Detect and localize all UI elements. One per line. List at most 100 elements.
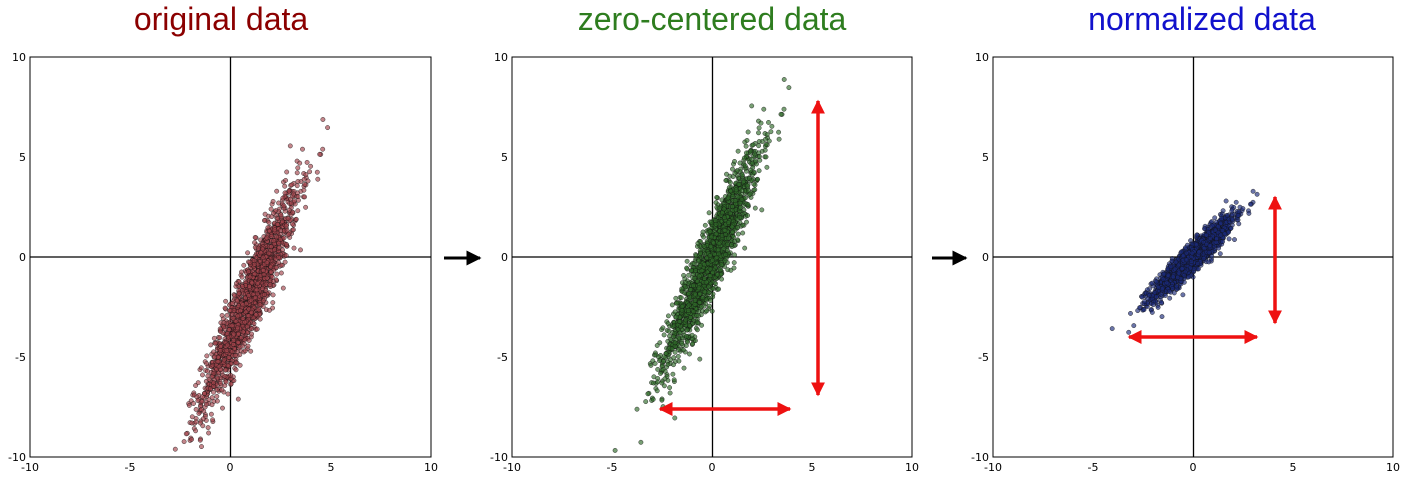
scatter-point bbox=[214, 387, 220, 392]
scatter-point bbox=[716, 241, 722, 247]
scatter-point bbox=[1171, 290, 1177, 296]
scatter-point bbox=[223, 367, 228, 373]
scatter-point bbox=[283, 253, 289, 258]
scatter-point bbox=[193, 419, 199, 425]
scatter-point bbox=[691, 309, 697, 315]
scatter-point bbox=[191, 401, 196, 406]
scatter-point bbox=[710, 291, 716, 297]
scatter-point bbox=[660, 367, 666, 372]
scatter-point bbox=[781, 106, 787, 112]
scatter-point bbox=[729, 242, 734, 248]
scatter-point bbox=[230, 300, 236, 306]
scatter-point bbox=[1150, 302, 1156, 308]
scatter-point bbox=[719, 276, 724, 282]
scatter-point bbox=[225, 391, 231, 397]
scatter-point bbox=[1224, 213, 1230, 218]
scatter-point bbox=[727, 210, 733, 216]
scatter-point bbox=[685, 339, 690, 345]
scatter-point bbox=[1229, 208, 1235, 214]
scatter-point bbox=[683, 280, 688, 285]
scatter-point bbox=[287, 143, 293, 149]
scatter-point bbox=[1218, 232, 1224, 238]
scatter-point bbox=[242, 348, 248, 354]
scatter-point bbox=[291, 198, 297, 204]
scatter-point bbox=[655, 366, 661, 372]
scatter-point bbox=[645, 391, 651, 397]
scatter-point bbox=[1195, 261, 1201, 266]
scatter-point bbox=[697, 299, 702, 305]
scatter-point bbox=[691, 260, 697, 266]
scatter-point bbox=[300, 146, 305, 152]
scatter-point bbox=[669, 302, 675, 308]
scatter-point bbox=[723, 231, 728, 237]
scatter-point bbox=[735, 148, 741, 154]
scatter-point bbox=[271, 210, 276, 216]
scatter-point bbox=[703, 279, 709, 285]
scatter-point bbox=[1248, 201, 1253, 207]
scatter-point bbox=[719, 210, 725, 216]
scatter-point bbox=[677, 319, 682, 324]
scatter-point bbox=[298, 247, 303, 253]
scatter-point bbox=[295, 194, 301, 199]
scatter-point bbox=[189, 420, 195, 426]
scatter-point bbox=[722, 258, 728, 264]
scatter-point bbox=[229, 349, 235, 355]
scatter-point bbox=[665, 361, 671, 367]
scatter-point bbox=[286, 231, 292, 237]
scatter-point bbox=[200, 372, 205, 378]
scatter-point bbox=[679, 340, 685, 346]
scatter-point bbox=[294, 170, 300, 176]
scatter-point bbox=[1170, 274, 1176, 280]
scatter-point bbox=[230, 341, 236, 347]
y-tick-label: 5 bbox=[501, 151, 508, 164]
scatter-point bbox=[684, 265, 689, 271]
scatter-point bbox=[1183, 245, 1188, 251]
scatter-point bbox=[662, 383, 667, 389]
scatter-point bbox=[280, 285, 286, 291]
scatter-point bbox=[758, 120, 764, 126]
scatter-point bbox=[737, 214, 743, 220]
scatter-point bbox=[1161, 271, 1167, 277]
scatter-point bbox=[234, 298, 240, 304]
scatter-point bbox=[283, 177, 288, 183]
scatter-point bbox=[197, 437, 203, 443]
scatter-point bbox=[260, 255, 266, 261]
scatter-point bbox=[238, 335, 244, 341]
scatter-point bbox=[302, 181, 308, 187]
scatter-point bbox=[279, 218, 285, 224]
scatter-point bbox=[246, 306, 252, 312]
scatter-point bbox=[266, 220, 272, 226]
scatter-point bbox=[661, 332, 667, 338]
scatter-points-original bbox=[172, 117, 330, 452]
scatter-point bbox=[208, 411, 214, 417]
scatter-point bbox=[1179, 266, 1185, 271]
scatter-point bbox=[1184, 257, 1190, 263]
scatter-point bbox=[1173, 259, 1179, 265]
chart-title-normalized: normalized data bbox=[1088, 1, 1316, 37]
scatter-point bbox=[264, 260, 270, 265]
scatter-point bbox=[249, 326, 255, 331]
scatter-point bbox=[198, 365, 204, 371]
scatter-point bbox=[749, 103, 755, 109]
scatter-point bbox=[689, 267, 694, 273]
scatter-point bbox=[722, 227, 728, 233]
scatter-point bbox=[1207, 243, 1213, 249]
scatter-point bbox=[1207, 235, 1213, 241]
scatter-point bbox=[685, 308, 691, 313]
x-tick-label: 5 bbox=[809, 461, 816, 474]
scatter-point bbox=[732, 170, 738, 176]
scatter-point bbox=[206, 376, 212, 382]
scatter-point bbox=[745, 183, 750, 189]
scatter-point bbox=[684, 333, 689, 339]
scatter-point bbox=[700, 229, 706, 235]
y-tick-label: 0 bbox=[501, 251, 508, 264]
y-tick-label: 0 bbox=[982, 251, 989, 264]
scatter-point bbox=[764, 132, 770, 138]
scatter-point bbox=[715, 272, 720, 278]
scatter-point bbox=[654, 343, 660, 348]
scatter-point bbox=[228, 381, 234, 387]
panel-zero-centered: zero-centered data -10 -5 0 5 10 10 5 0 … bbox=[490, 1, 919, 474]
x-tick-label: 5 bbox=[328, 461, 335, 474]
scatter-point bbox=[204, 353, 210, 359]
x-tick-label: 10 bbox=[1386, 461, 1400, 474]
